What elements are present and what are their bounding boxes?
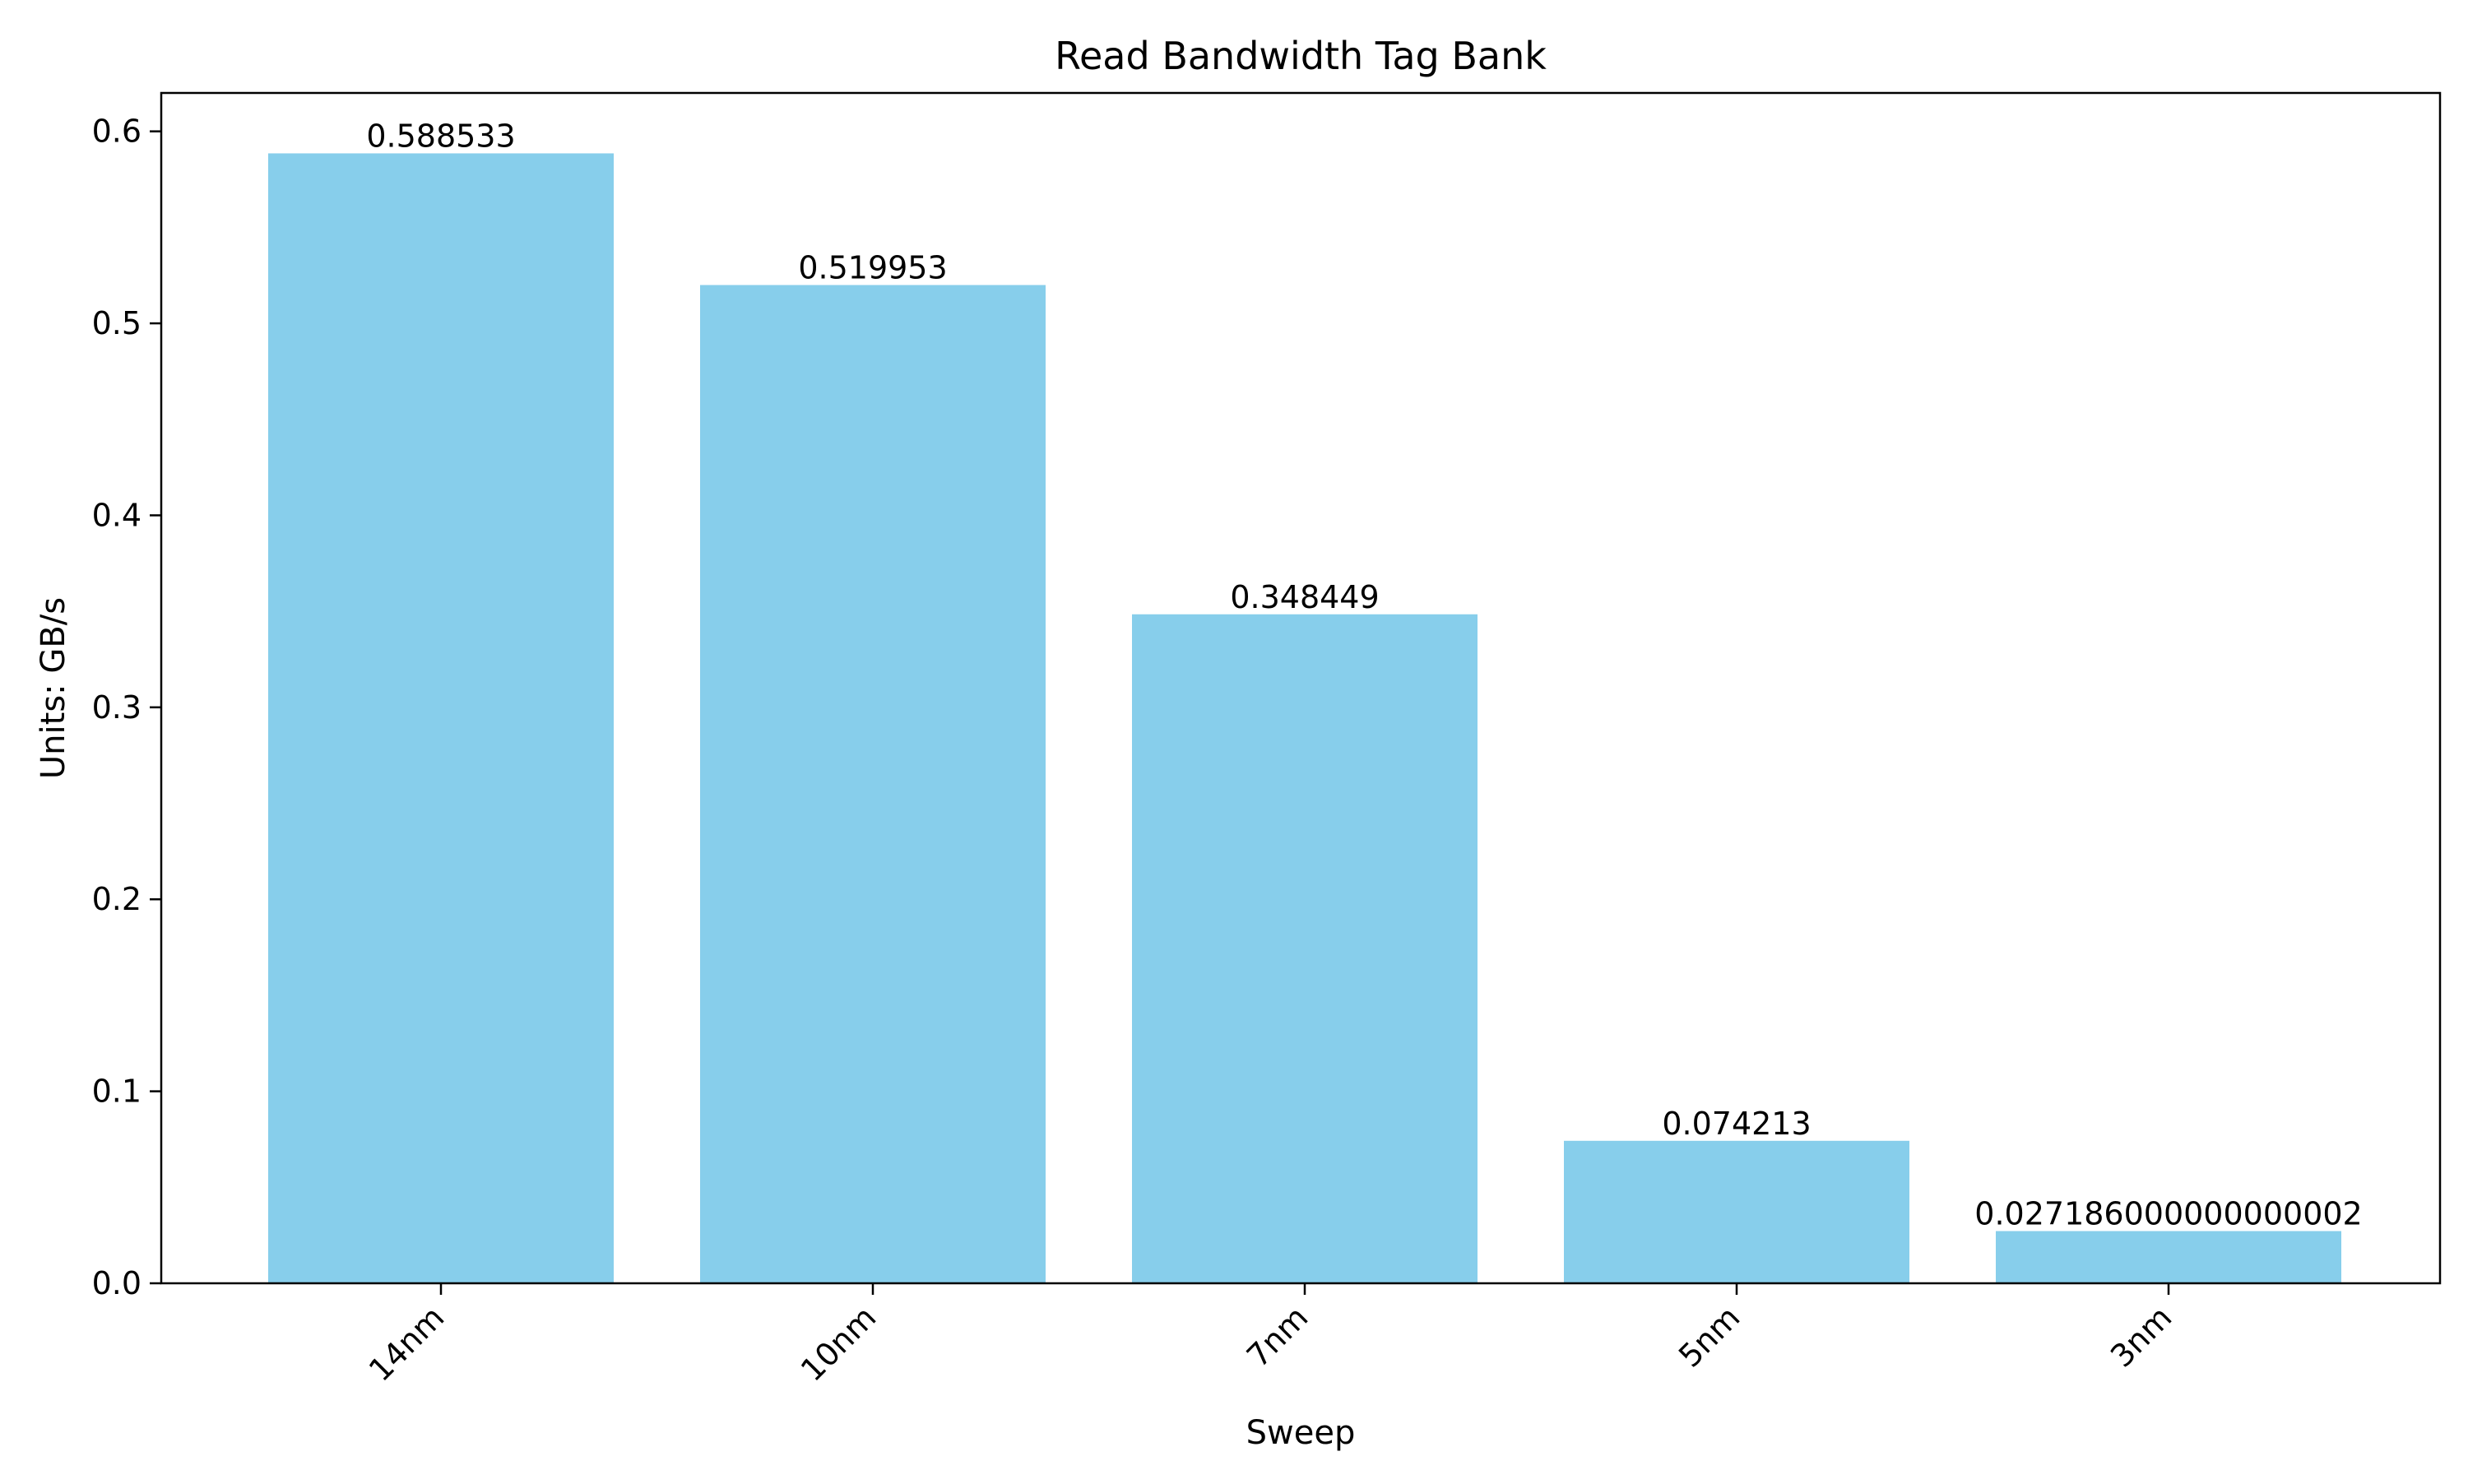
bar-3nm (1996, 1231, 2341, 1283)
data-label-7nm: 0.348449 (1230, 579, 1379, 615)
y-axis: 0.0 0.1 0.2 0.3 0.4 0.5 0.6 (92, 114, 161, 1301)
x-tick-label-7nm: 7nm (1240, 1299, 1315, 1374)
y-axis-label: Units: GB/s (35, 597, 72, 779)
y-tick-label-3: 0.3 (92, 689, 141, 726)
bar-5nm (1564, 1140, 1909, 1283)
y-tick-label-6: 0.6 (92, 114, 141, 150)
y-tick-label-5: 0.5 (92, 305, 141, 341)
data-label-10nm: 0.519953 (798, 249, 947, 285)
x-tick-label-14nm: 14nm (362, 1299, 452, 1389)
chart-title: Read Bandwidth Tag Bank (1055, 34, 1547, 78)
bar-14nm (268, 153, 614, 1283)
x-tick-label-10nm: 10nm (794, 1299, 884, 1389)
x-axis-label: Sweep (1246, 1414, 1356, 1452)
y-tick-label-4: 0.4 (92, 497, 141, 533)
data-labels-layer: 0.588533 0.519953 0.348449 0.074213 0.027186… (366, 118, 2362, 1231)
bar-10nm (700, 285, 1046, 1283)
bar-7nm (1132, 614, 1478, 1283)
x-axis: 14nm 10nm 7nm 5nm 3nm (362, 1283, 2178, 1389)
data-label-14nm: 0.588533 (366, 118, 515, 154)
y-tick-label-2: 0.2 (92, 881, 141, 917)
y-tick-label-1: 0.1 (92, 1074, 141, 1110)
x-tick-label-3nm: 3nm (2104, 1299, 2178, 1374)
data-label-5nm: 0.074213 (1662, 1106, 1811, 1142)
bars-layer (268, 153, 2341, 1283)
plot-frame (160, 91, 2442, 1285)
y-tick-label-0: 0.0 (92, 1265, 141, 1301)
data-label-3nm: 0.027186000000000002 (1974, 1196, 2362, 1232)
x-tick-label-5nm: 5nm (1672, 1299, 1747, 1374)
